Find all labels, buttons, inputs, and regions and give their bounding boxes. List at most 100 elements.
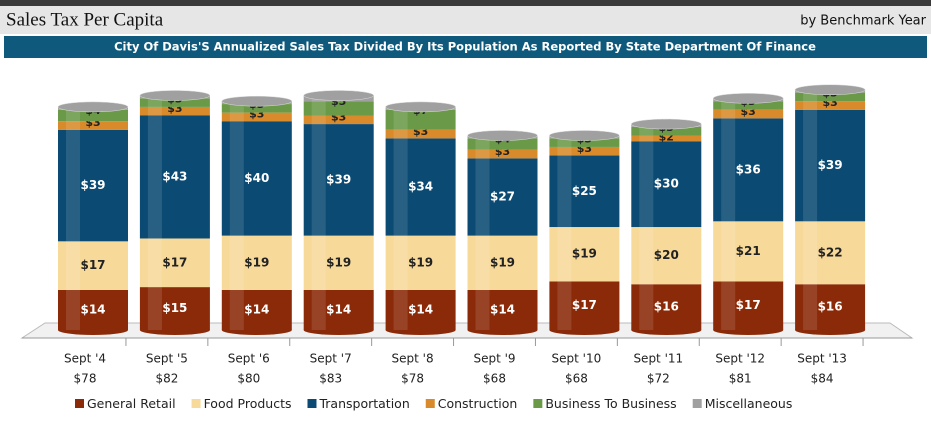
bar-segment: [549, 155, 620, 228]
bar-segment: [713, 109, 784, 119]
bar-top: [794, 84, 866, 96]
bar-shine: [393, 235, 408, 290]
bar-top: [139, 90, 211, 101]
bar-shine: [639, 227, 654, 285]
legend-label: Construction: [438, 396, 518, 411]
bar-segment: [795, 109, 866, 222]
total-label: $80: [237, 372, 260, 386]
x-tick-label: Sept '11: [633, 352, 683, 366]
legend-swatch: [307, 399, 317, 408]
bar-shine: [475, 235, 490, 290]
bar-shine: [147, 98, 162, 107]
legend-label: Miscellaneous: [705, 396, 793, 411]
bar-top: [303, 90, 374, 101]
data-label: $27: [490, 190, 515, 204]
bar-shine: [147, 115, 162, 239]
total-label: $84: [811, 372, 834, 386]
total-label: $68: [565, 372, 588, 386]
bar-segment: [795, 221, 866, 285]
bar-segment: [549, 281, 620, 330]
bar-segment: [467, 149, 538, 159]
data-label: $25: [572, 184, 597, 198]
data-label: $14: [408, 302, 433, 316]
bar-shine: [311, 235, 326, 290]
data-label: $14: [244, 302, 269, 316]
legend-label: Transportation: [318, 396, 409, 411]
data-label: $19: [408, 255, 433, 269]
bar-shine: [66, 109, 80, 122]
x-tick-label: Sept '8: [392, 352, 434, 366]
data-label: $34: [408, 180, 433, 194]
bar-shine: [803, 92, 818, 102]
legend-swatch: [692, 399, 702, 408]
bar-shine: [229, 235, 244, 290]
bar-shine: [393, 138, 408, 236]
bar-segment: [139, 287, 210, 330]
bar-segment: [631, 126, 702, 136]
bar-shine: [66, 129, 80, 242]
bar-top: [712, 93, 784, 104]
top-strip: [0, 0, 931, 6]
data-label: $14: [490, 302, 515, 316]
bar-shine: [229, 104, 244, 113]
data-label: $36: [736, 162, 761, 176]
chart-title: Sales Tax Per Capita: [6, 9, 164, 30]
bar-segment: [631, 141, 702, 228]
bar-segment: [139, 98, 210, 107]
data-label: $19: [244, 255, 269, 269]
bar-shine: [475, 149, 490, 159]
bar-shine: [721, 281, 736, 330]
data-label: $39: [818, 158, 843, 172]
x-tick-label: Sept '12: [715, 352, 765, 366]
bar-shine: [557, 138, 572, 147]
legend-label: General Retail: [87, 396, 176, 411]
data-label: $15: [162, 301, 187, 315]
bar-segment: [385, 289, 456, 330]
bar-shine: [639, 141, 654, 228]
bar-shine: [721, 109, 736, 119]
bar-segment: [467, 138, 538, 150]
data-label: $17: [736, 298, 761, 312]
data-label: $17: [80, 258, 105, 272]
bar-segment: [631, 227, 702, 285]
bar-segment: [139, 115, 210, 239]
bar-segment: [385, 129, 456, 139]
data-label: $14: [80, 302, 105, 316]
legend-label: Food Products: [204, 396, 292, 411]
bar-shine: [311, 101, 326, 116]
data-label: $21: [736, 244, 761, 258]
bar-segment: [713, 221, 784, 282]
total-label: $82: [155, 372, 178, 386]
x-tick-label: Sept '10: [552, 352, 602, 366]
bar-segment: [713, 118, 784, 222]
bar-segment: [303, 235, 374, 290]
banner-text: City Of Davis'S Annualized Sales Tax Div…: [114, 40, 816, 54]
legend-swatch: [425, 399, 435, 408]
bar-top: [385, 101, 456, 113]
data-label: $22: [818, 245, 843, 259]
x-tick-label: Sept '7: [310, 352, 352, 366]
bar-segment: [549, 146, 620, 156]
bar-segment: [221, 235, 292, 290]
x-tick-label: Sept '4: [64, 352, 106, 366]
bar-shine: [557, 146, 572, 156]
bar-shine: [229, 121, 244, 236]
bar-shine: [639, 126, 654, 136]
bar-top: [57, 101, 129, 113]
bar-segment: [385, 109, 456, 130]
bar-segment: [467, 289, 538, 330]
bar-shine: [393, 289, 408, 330]
x-tick-label: Sept '13: [797, 352, 847, 366]
bar-top: [221, 95, 293, 107]
bar-top: [467, 130, 538, 141]
x-tick-label: Sept '6: [228, 352, 270, 366]
bar-segment: [303, 124, 374, 236]
bar-segment: [713, 101, 784, 110]
bar-segment: [795, 101, 866, 110]
bar-segment: [58, 289, 128, 330]
banner: [4, 36, 927, 58]
bar-shine: [639, 284, 654, 330]
total-label: $68: [483, 372, 506, 386]
data-label: $43: [162, 169, 187, 183]
